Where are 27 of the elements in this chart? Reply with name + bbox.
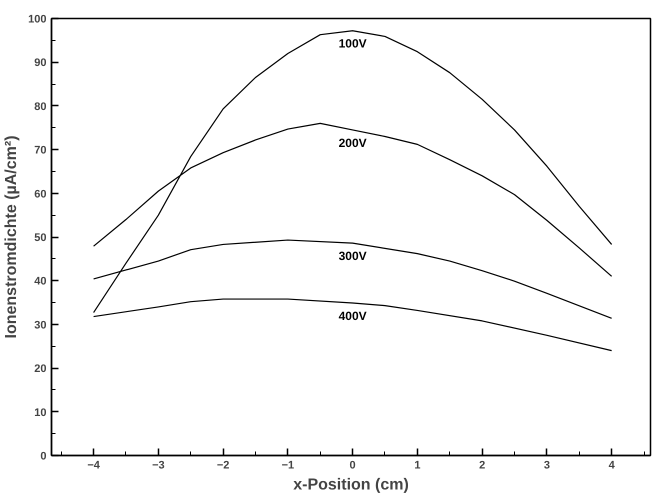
x-tick-label: −4 [87,460,101,472]
y-tick-label: 100 [28,14,47,26]
series-label: 100V [338,36,367,51]
x-tick-label: 2 [479,460,486,472]
x-tick-label: −3 [152,460,165,472]
series-label: 400V [338,308,367,323]
y-tick-label: 0 [40,450,47,462]
series-label: 200V [338,136,367,150]
line-series [92,298,612,352]
y-tick-label: 20 [34,363,47,376]
x-tick-label: 3 [544,460,550,472]
y-tick-label: 50 [34,232,47,244]
x-tick-label: 0 [350,460,356,472]
x-tick-label: 1 [414,460,420,472]
x-axis-title: x-Position (cm) [293,476,409,494]
series-label: 300V [338,249,367,264]
y-tick-label: 70 [34,144,47,157]
y-tick-label: 30 [34,319,47,332]
x-tick-label: 4 [608,460,616,472]
x-tick-label: −1 [282,460,294,472]
y-tick-label: 40 [34,276,47,288]
x-tick-label: −2 [216,460,230,472]
y-tick-label: 90 [34,57,47,70]
y-axis-title: Ionenstromdichte (µA/cm²) [3,135,20,339]
y-tick-label: 80 [34,100,47,113]
y-tick-label: 60 [34,188,47,200]
y-tick-label: 10 [34,406,47,419]
